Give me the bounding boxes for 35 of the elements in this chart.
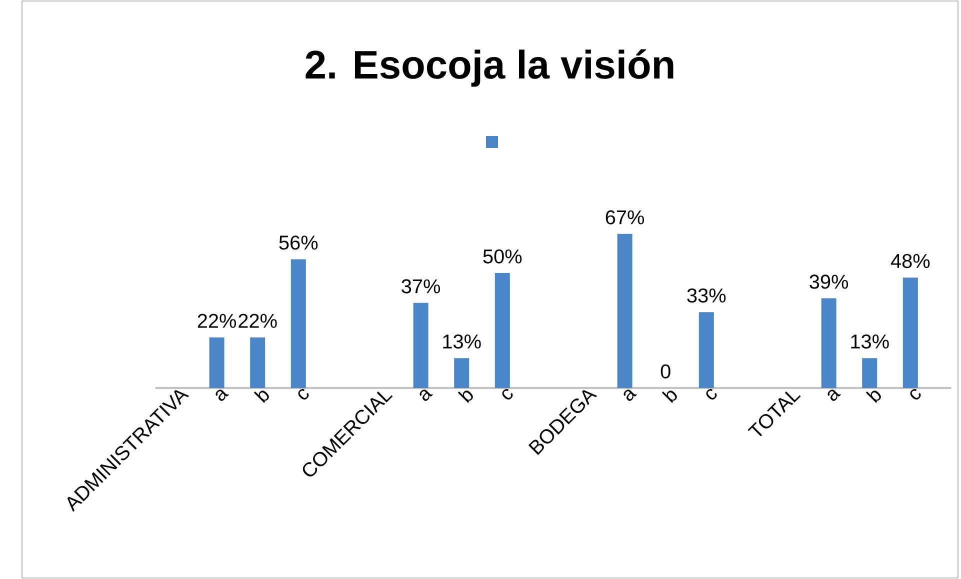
bar (821, 298, 836, 388)
bar (209, 337, 224, 388)
data-label: 67% (606, 210, 644, 224)
x-tick-label: b (662, 390, 677, 403)
bar (902, 278, 918, 388)
x-tick-label: c (910, 389, 921, 400)
x-tick-label: a (624, 390, 637, 401)
data-label: 33% (687, 288, 726, 303)
chart-title: 2. Esocoja la visión (306, 49, 674, 87)
data-label: 48% (890, 254, 930, 268)
data-label: 22% (198, 314, 236, 328)
bar (617, 234, 632, 388)
data-label: 50% (483, 249, 522, 264)
x-tick-label: b (458, 390, 473, 403)
bar (290, 259, 306, 388)
data-label: 22% (238, 314, 277, 328)
x-tick-label: c (502, 389, 513, 400)
bar (454, 358, 470, 388)
x-tick-label: b (866, 390, 881, 403)
x-tick-label: a (216, 390, 229, 401)
data-label: 37% (402, 279, 440, 294)
bar (698, 312, 714, 388)
bar (862, 358, 878, 388)
data-label: 39% (810, 274, 848, 289)
x-tick-label: b (254, 390, 269, 403)
bar (250, 337, 266, 388)
x-tick-label: a (420, 390, 433, 401)
bar (494, 272, 510, 388)
bar (413, 302, 428, 388)
x-tick-label: c (706, 389, 717, 400)
data-label: 0 (660, 364, 670, 378)
data-label: 13% (443, 334, 481, 349)
data-label: 13% (851, 334, 889, 349)
data-label: 56% (279, 236, 318, 250)
x-tick-label: a (828, 390, 841, 401)
